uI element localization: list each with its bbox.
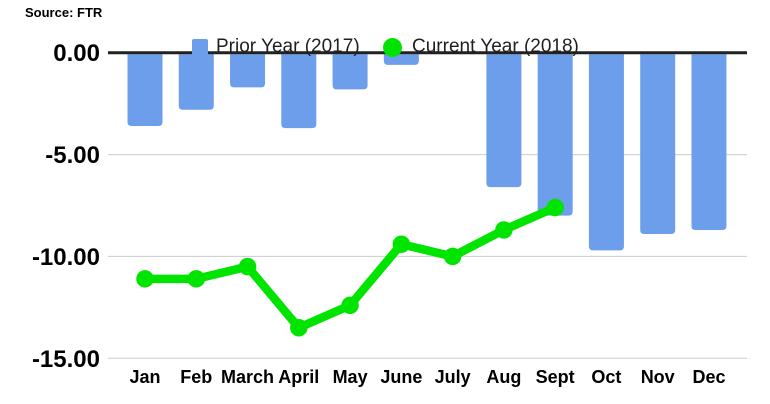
bar-nov (640, 54, 676, 235)
line-point-april (290, 318, 308, 337)
bar-oct (588, 54, 624, 251)
line-point-june (392, 235, 411, 253)
y-axis-tick-label: -5.00 (45, 142, 100, 169)
x-axis-label-dec: Dec (692, 367, 725, 387)
x-axis-label-march: March (221, 367, 274, 387)
x-axis-label-sept: Sept (536, 367, 575, 387)
line-point-march (238, 257, 257, 276)
y-axis-tick-label: 0.00 (53, 40, 100, 67)
bar-june (383, 54, 419, 65)
line-point-sept (546, 198, 564, 217)
x-axis-label-april: April (278, 367, 319, 387)
line-point-july (443, 247, 462, 266)
x-axis-label-jan: Jan (129, 367, 160, 387)
bar-jan (127, 54, 163, 127)
bar-aug (486, 54, 522, 188)
line-point-may (341, 296, 359, 315)
bar-feb (178, 54, 214, 110)
source-label: Source: FTR (25, 5, 103, 20)
bar-dec (691, 54, 727, 230)
x-axis-label-aug: Aug (486, 367, 521, 387)
x-axis-label-july: July (435, 367, 471, 387)
x-axis-label-june: June (380, 367, 422, 387)
x-axis-label-may: May (333, 367, 368, 387)
line-point-feb (187, 270, 206, 288)
bar-sept (537, 54, 573, 216)
x-axis-label-nov: Nov (641, 367, 675, 387)
bar-april (281, 54, 317, 129)
line-point-jan (136, 270, 154, 288)
y-axis-tick-label: -15.00 (32, 346, 100, 373)
y-axis-tick-label: -10.00 (32, 244, 100, 271)
line-point-aug (495, 221, 513, 239)
bar-may (332, 54, 368, 90)
x-axis-label-oct: Oct (591, 367, 621, 387)
x-axis-label-feb: Feb (180, 367, 212, 387)
bar-march (230, 54, 266, 88)
